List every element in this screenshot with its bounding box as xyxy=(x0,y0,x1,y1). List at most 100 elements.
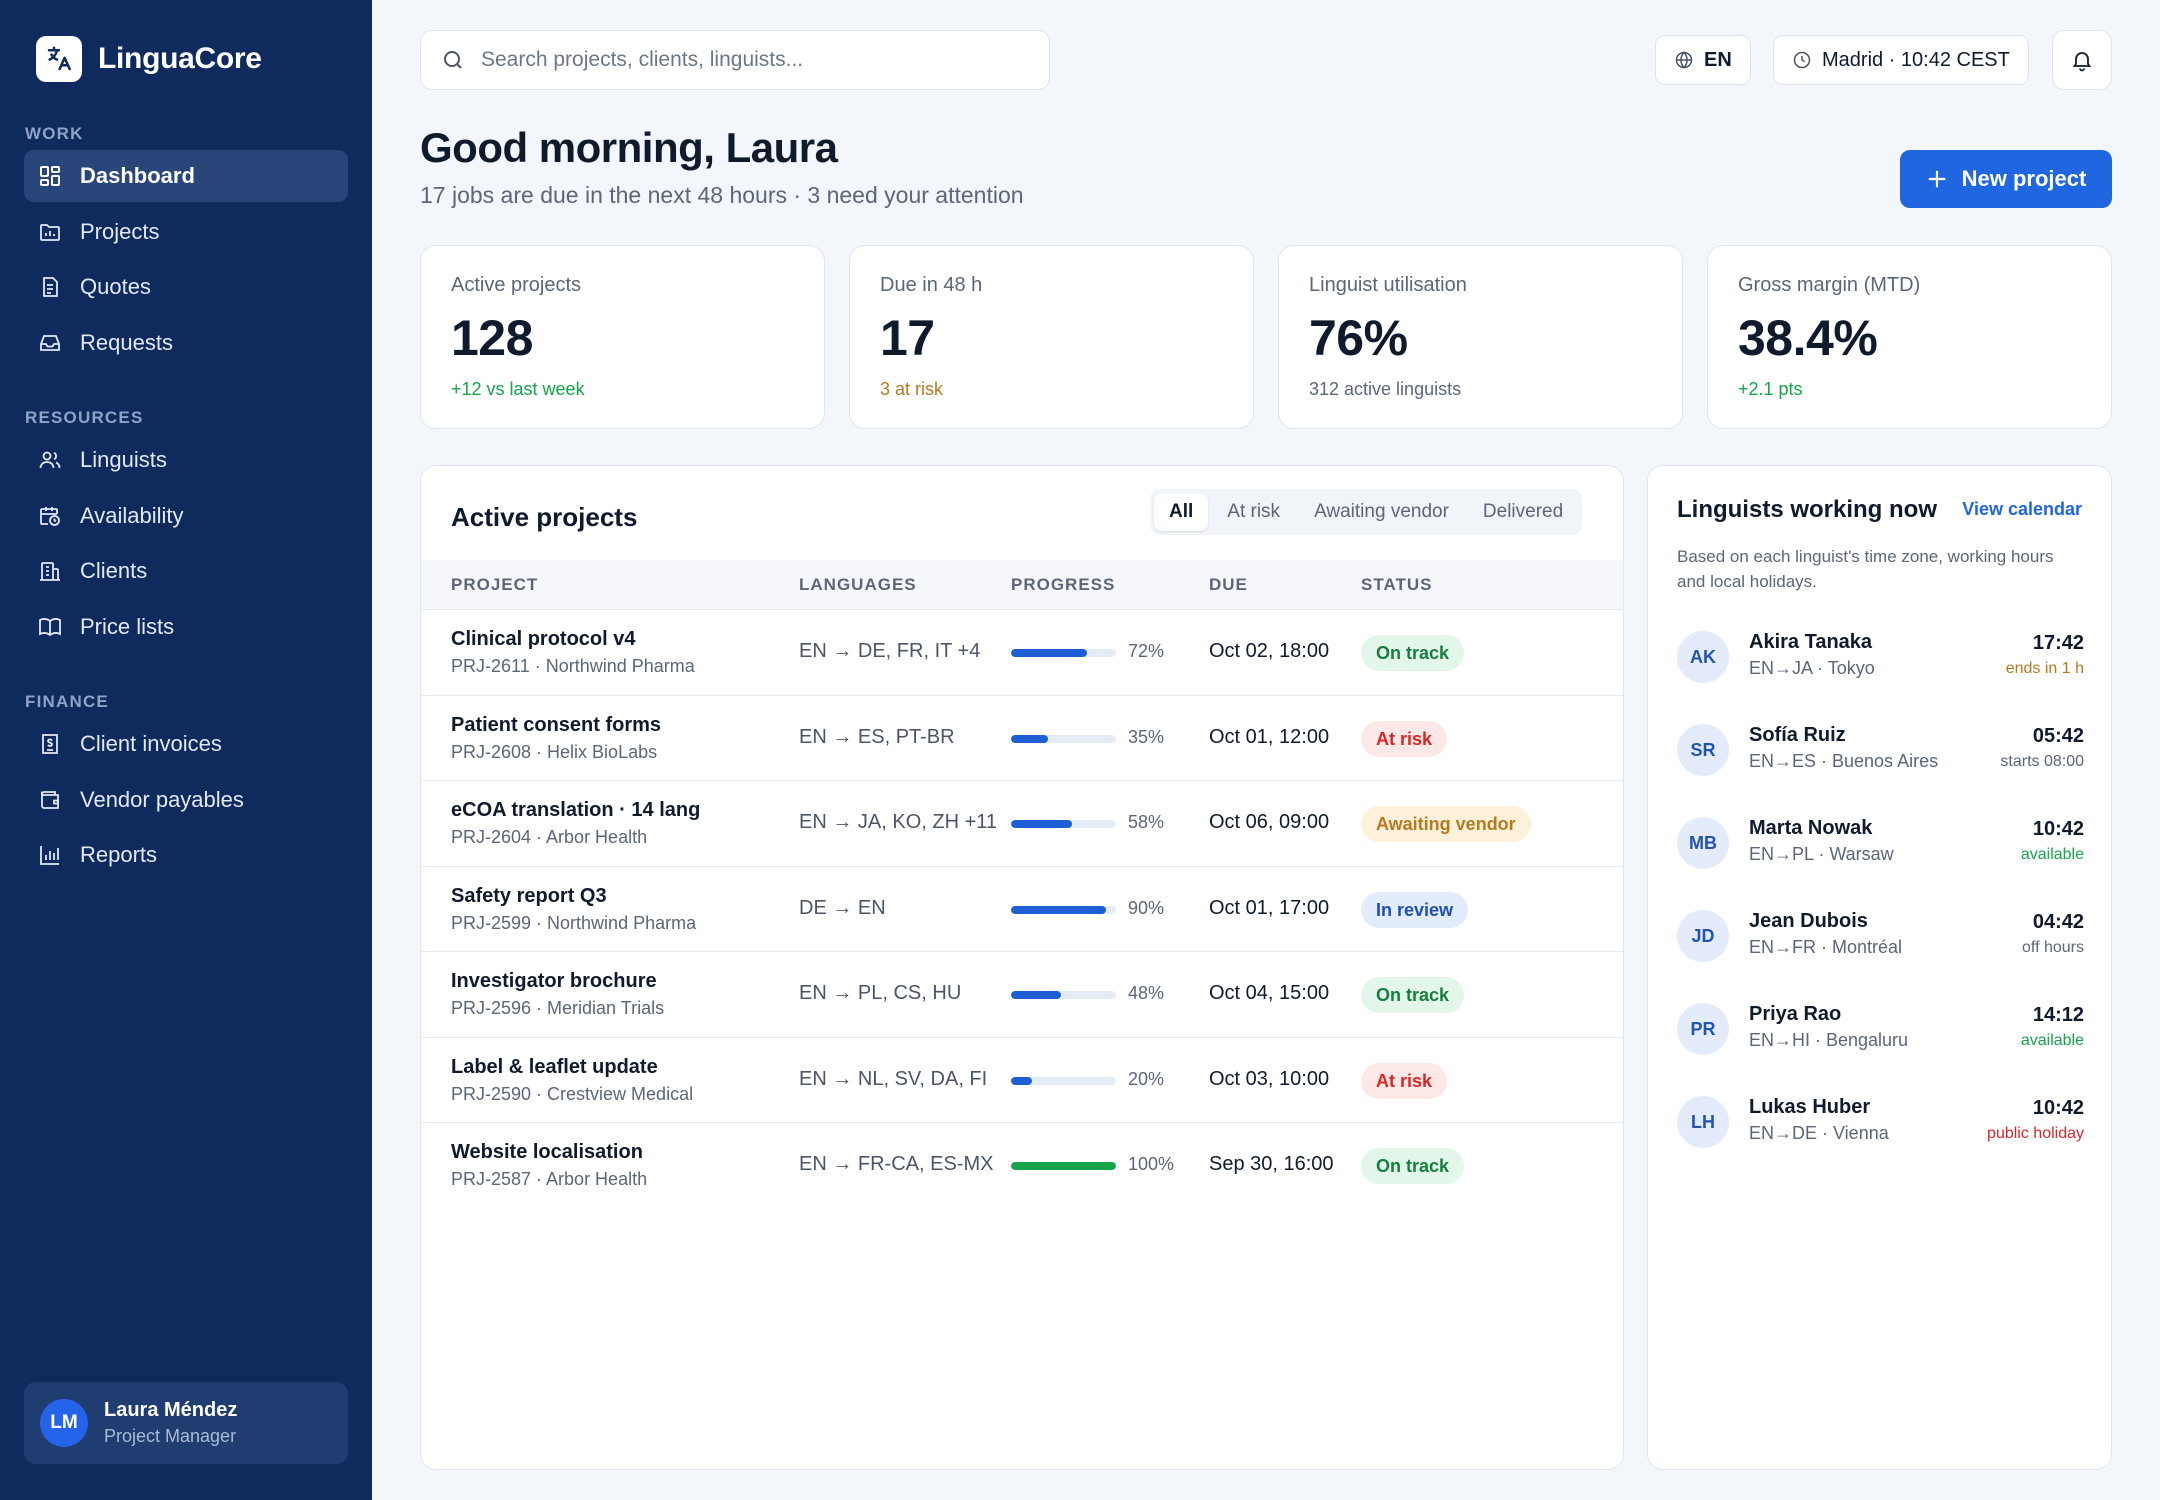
building-icon xyxy=(40,562,60,581)
project-name[interactable]: Patient consent forms xyxy=(451,713,662,736)
project-due-date: Oct 03, 10:00 xyxy=(1209,1067,1330,1090)
project-name[interactable]: eCOA translation · 14 lang xyxy=(451,799,701,821)
project-languages: EN → JA, KO, ZH +11 xyxy=(799,811,998,833)
linguist-name: Marta Nowak xyxy=(1749,817,1873,839)
language-selector[interactable]: EN xyxy=(1655,35,1751,85)
tab-delivered[interactable]: Delivered xyxy=(1482,501,1564,522)
table-header: PROJECT LANGUAGES PROGRESS DUE STATUS xyxy=(421,560,1623,610)
linguists-panel: Linguists working now View calendar Base… xyxy=(1647,465,2112,1470)
nav-section-finance: FINANCE Client invoices Vendor payables … xyxy=(24,692,348,881)
user-card[interactable]: LM Laura Méndez Project Manager xyxy=(24,1382,348,1464)
kpi-card-gross-margin[interactable]: Gross margin (MTD) 38.4% +2.1 pts xyxy=(1707,245,2112,429)
project-id-client: PRJ-2587 · Arbor Health xyxy=(451,1169,648,1189)
progress-bar xyxy=(1011,734,1116,743)
project-filter-tabs: All At risk Awaiting vendor Delivered xyxy=(1150,489,1583,535)
kpi-value: 76% xyxy=(1309,310,1408,366)
project-name[interactable]: Safety report Q3 xyxy=(451,884,607,907)
progress-percent: 20% xyxy=(1128,1068,1165,1089)
page-title: Good morning, Laura xyxy=(420,124,838,171)
table-row[interactable]: Investigator brochure PRJ-2596 · Meridian… xyxy=(421,952,1623,1038)
tab-awaiting-vendor[interactable]: Awaiting vendor xyxy=(1314,501,1449,522)
calendar-clock-icon xyxy=(40,506,60,526)
sidebar-item-availability[interactable]: Availability xyxy=(24,490,348,542)
project-languages: DE → EN xyxy=(799,896,886,919)
table-row[interactable]: Safety report Q3 PRJ-2599 · Northwind Pha… xyxy=(421,867,1623,952)
nav-section-work: WORK Dashboard Projects Quotes Requests xyxy=(24,124,348,369)
progress-bar xyxy=(1011,991,1116,999)
nav-heading: WORK xyxy=(25,124,84,143)
list-item[interactable]: SR Sofía Ruiz EN→ES · Buenos Aires 05:42 sta… xyxy=(1677,716,2084,809)
project-due-date: Oct 01, 17:00 xyxy=(1209,896,1330,919)
project-languages: EN → ES, PT-BR xyxy=(799,725,955,748)
table-row[interactable]: Clinical protocol v4 PRJ-2611 · Northwind… xyxy=(421,610,1623,696)
kpi-label: Gross margin (MTD) xyxy=(1738,274,1921,296)
sidebar-item-clients[interactable]: Clients xyxy=(24,545,348,597)
local-time: 10:42 xyxy=(2032,1097,2084,1119)
column-header-languages[interactable]: LANGUAGES xyxy=(799,575,917,594)
progress-bar-fill xyxy=(1011,1076,1032,1085)
list-item[interactable]: PR Priya Rao EN→HI · Bengaluru 14:12 availab… xyxy=(1677,995,2084,1088)
book-icon xyxy=(39,617,61,636)
avatar: LM xyxy=(40,1399,88,1447)
progress-bar-fill xyxy=(1011,649,1087,657)
search-icon xyxy=(444,51,462,69)
progress-percent: 48% xyxy=(1128,983,1165,1003)
sidebar-item-linguists[interactable]: Linguists xyxy=(24,434,348,486)
column-header-progress[interactable]: PROGRESS xyxy=(1011,575,1116,594)
project-due-date: Oct 06, 09:00 xyxy=(1209,811,1330,833)
sidebar-item-client-invoices[interactable]: Client invoices xyxy=(24,718,348,770)
linguist-pair-location: EN→DE · Vienna xyxy=(1749,1123,1889,1143)
brand[interactable]: LinguaCore xyxy=(36,36,262,82)
table-row[interactable]: Website localisation PRJ-2587 · Arbor Hea… xyxy=(421,1123,1623,1209)
sidebar-item-label: Availability xyxy=(80,502,184,528)
project-name[interactable]: Investigator brochure xyxy=(451,970,657,992)
app-name: LinguaCore xyxy=(98,42,262,75)
clock-icon xyxy=(1793,51,1811,69)
view-calendar-link[interactable]: View calendar xyxy=(1962,499,2082,519)
sidebar-item-projects[interactable]: Projects xyxy=(24,206,348,258)
sidebar-item-reports[interactable]: Reports xyxy=(24,829,348,881)
sidebar-item-dashboard[interactable]: Dashboard xyxy=(24,150,348,202)
project-id-client: PRJ-2599 · Northwind Pharma xyxy=(451,912,697,933)
search-box[interactable] xyxy=(420,30,1050,90)
active-projects-panel: Active projects All At risk Awaiting ven… xyxy=(420,465,1624,1470)
table-row[interactable]: eCOA translation · 14 lang PRJ-2604 · Arb… xyxy=(421,781,1623,867)
column-header-status[interactable]: STATUS xyxy=(1361,575,1433,594)
kpi-card-utilisation[interactable]: Linguist utilisation 76% 312 active ling… xyxy=(1278,245,1683,429)
list-item[interactable]: AK Akira Tanaka EN→JA · Tokyo 17:42 ends in … xyxy=(1677,623,2084,716)
sidebar-item-quotes[interactable]: Quotes xyxy=(24,261,348,313)
linguist-pair-location: EN→FR · Montréal xyxy=(1749,937,1903,957)
kpi-label: Due in 48 h xyxy=(880,274,983,296)
column-header-project[interactable]: PROJECT xyxy=(451,575,539,594)
list-item[interactable]: MB Marta Nowak EN→PL · Warsaw 10:42 availabl… xyxy=(1677,809,2084,902)
notifications-button[interactable] xyxy=(2052,30,2112,90)
project-name[interactable]: Website localisation xyxy=(451,1141,643,1163)
sidebar-item-price-lists[interactable]: Price lists xyxy=(24,601,348,653)
kpi-label: Linguist utilisation xyxy=(1309,274,1467,296)
wallet-icon xyxy=(41,790,59,809)
list-item[interactable]: LH Lukas Huber EN→DE · Vienna 10:42 public h… xyxy=(1677,1088,2084,1181)
sidebar-item-vendor-payables[interactable]: Vendor payables xyxy=(24,774,348,826)
kpi-note: 3 at risk xyxy=(880,379,944,399)
project-name[interactable]: Label & leaflet update xyxy=(451,1055,658,1078)
local-clock[interactable]: Madrid · 10:42 CEST xyxy=(1773,35,2029,85)
linguist-pair-location: EN→PL · Warsaw xyxy=(1749,844,1894,864)
kpi-card-active-projects[interactable]: Active projects 128 +12 vs last week xyxy=(420,245,825,429)
table-row[interactable]: Patient consent forms PRJ-2608 · Helix Bi… xyxy=(421,696,1623,781)
kpi-note: +2.1 pts xyxy=(1738,379,1803,399)
kpi-note: 312 active linguists xyxy=(1309,379,1462,399)
avatar: PR xyxy=(1677,1003,1729,1055)
status-badge: Awaiting vendor xyxy=(1361,806,1531,842)
linguist-pair-location: EN→HI · Bengaluru xyxy=(1749,1030,1909,1050)
project-name[interactable]: Clinical protocol v4 xyxy=(451,628,636,650)
sidebar-item-requests[interactable]: Requests xyxy=(24,317,348,369)
tab-at-risk[interactable]: At risk xyxy=(1227,501,1281,522)
search-input[interactable] xyxy=(481,48,1021,72)
column-header-due[interactable]: DUE xyxy=(1209,575,1248,594)
table-row[interactable]: Label & leaflet update PRJ-2590 · Crestvi… xyxy=(421,1038,1623,1123)
tab-all[interactable]: All xyxy=(1154,493,1209,531)
new-project-button[interactable]: New project xyxy=(1900,150,2112,208)
avatar: AK xyxy=(1677,631,1729,683)
list-item[interactable]: JD Jean Dubois EN→FR · Montréal 04:42 off ho… xyxy=(1677,902,2084,995)
kpi-card-due-48h[interactable]: Due in 48 h 17 3 at risk xyxy=(849,245,1254,429)
